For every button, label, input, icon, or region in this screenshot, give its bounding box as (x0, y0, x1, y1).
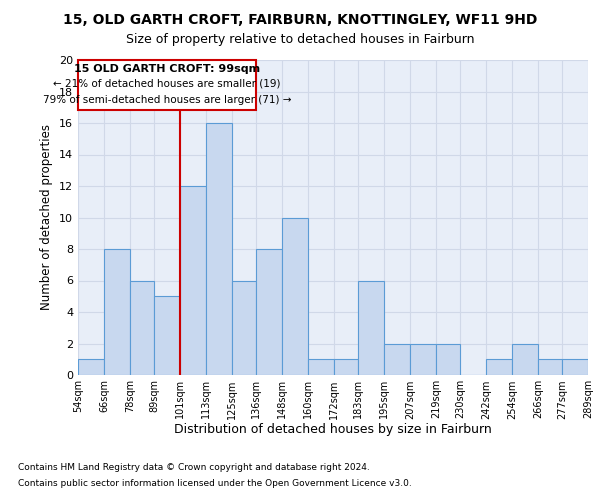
Bar (206, 123, 232, 375)
Text: 15, OLD GARTH CROFT, FAIRBURN, KNOTTINGLEY, WF11 9HD: 15, OLD GARTH CROFT, FAIRBURN, KNOTTINGL… (63, 12, 537, 26)
Bar (538, 359, 562, 375)
Bar (334, 359, 358, 375)
Bar (180, 186, 206, 375)
Bar (436, 344, 460, 375)
Bar (78, 60, 256, 110)
Text: Distribution of detached houses by size in Fairburn: Distribution of detached houses by size … (174, 422, 492, 436)
Bar (512, 344, 538, 375)
Bar (358, 280, 384, 375)
Bar (282, 218, 308, 375)
Text: 79% of semi-detached houses are larger (71) →: 79% of semi-detached houses are larger (… (43, 94, 291, 104)
Bar (154, 296, 180, 375)
Bar (130, 280, 154, 375)
Text: Contains HM Land Registry data © Crown copyright and database right 2024.: Contains HM Land Registry data © Crown c… (18, 464, 370, 472)
Bar (410, 344, 436, 375)
Text: ← 21% of detached houses are smaller (19): ← 21% of detached houses are smaller (19… (53, 79, 281, 89)
Y-axis label: Number of detached properties: Number of detached properties (40, 124, 53, 310)
Text: Size of property relative to detached houses in Fairburn: Size of property relative to detached ho… (126, 32, 474, 46)
Bar (384, 344, 410, 375)
Bar (78, 359, 104, 375)
Bar (562, 359, 588, 375)
Text: Contains public sector information licensed under the Open Government Licence v3: Contains public sector information licen… (18, 478, 412, 488)
Bar (308, 359, 334, 375)
Bar (104, 249, 130, 375)
Bar (486, 359, 512, 375)
Bar (256, 249, 282, 375)
Bar (232, 280, 256, 375)
Text: 15 OLD GARTH CROFT: 99sqm: 15 OLD GARTH CROFT: 99sqm (74, 64, 260, 74)
